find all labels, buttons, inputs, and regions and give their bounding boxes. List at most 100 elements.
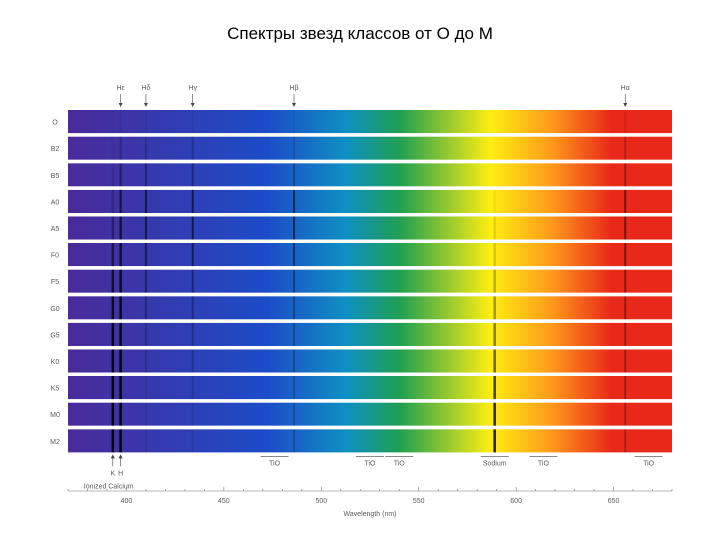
absorption-line bbox=[293, 269, 296, 293]
absorption-line bbox=[111, 376, 115, 400]
absorption-line bbox=[293, 322, 296, 346]
spectral-class-label: K0 bbox=[51, 359, 60, 366]
spectrum-row bbox=[68, 269, 672, 293]
absorption-line bbox=[111, 163, 115, 187]
spectrum-row bbox=[68, 189, 672, 213]
absorption-line bbox=[293, 349, 296, 373]
absorption-line bbox=[624, 243, 627, 267]
spectrum-rows bbox=[68, 110, 672, 453]
x-axis-title: Wavelength (nm) bbox=[343, 511, 396, 518]
absorption-line bbox=[144, 216, 147, 240]
x-tick-label: 400 bbox=[121, 498, 133, 505]
spectral-class-label: M2 bbox=[50, 439, 60, 446]
absorption-line bbox=[119, 296, 122, 320]
absorption-line bbox=[293, 110, 296, 134]
top-marker-label: Hε bbox=[117, 85, 125, 92]
absorption-line bbox=[144, 322, 147, 346]
spectrum-row bbox=[68, 110, 672, 134]
bottom-marker-label: K bbox=[110, 470, 115, 477]
absorption-line bbox=[112, 110, 115, 133]
x-tick-label: 500 bbox=[315, 498, 327, 505]
spectral-class-label: G5 bbox=[50, 332, 59, 339]
absorption-line bbox=[293, 136, 296, 160]
absorption-line bbox=[144, 269, 147, 293]
absorption-line bbox=[293, 376, 296, 400]
absorption-line bbox=[111, 402, 115, 426]
spectrum-row bbox=[68, 349, 672, 373]
x-tick-label: 450 bbox=[218, 498, 230, 505]
bottom-marker-label: TiO bbox=[538, 460, 550, 467]
absorption-line bbox=[111, 322, 115, 346]
absorption-line bbox=[119, 189, 122, 213]
absorption-line bbox=[493, 189, 496, 213]
spectrum-row bbox=[68, 429, 672, 453]
absorption-line bbox=[111, 216, 115, 240]
absorption-line bbox=[119, 136, 122, 160]
absorption-line bbox=[119, 322, 122, 346]
absorption-line bbox=[111, 429, 115, 453]
absorption-line bbox=[111, 349, 115, 373]
absorption-line bbox=[493, 243, 496, 267]
absorption-line bbox=[293, 243, 296, 267]
absorption-line bbox=[493, 429, 496, 453]
absorption-line bbox=[624, 269, 627, 293]
absorption-line bbox=[119, 349, 122, 373]
absorption-line bbox=[119, 269, 122, 293]
top-marker-label: Hδ bbox=[141, 85, 150, 92]
bottom-marker-arrowhead bbox=[110, 454, 115, 459]
absorption-line bbox=[624, 136, 627, 160]
bottom-marker-arrowhead bbox=[118, 454, 123, 459]
absorption-line bbox=[191, 189, 194, 213]
absorption-line bbox=[624, 216, 627, 240]
absorption-line bbox=[144, 136, 147, 160]
spectrum-row bbox=[68, 402, 672, 426]
absorption-line bbox=[144, 402, 147, 426]
absorption-line bbox=[624, 429, 627, 453]
absorption-line bbox=[119, 376, 122, 400]
top-marker-arrowhead bbox=[190, 103, 195, 107]
x-tick-label: 600 bbox=[510, 498, 522, 505]
absorption-line bbox=[493, 322, 496, 346]
absorption-line bbox=[293, 216, 296, 240]
absorption-line bbox=[119, 163, 122, 187]
absorption-line bbox=[493, 296, 496, 320]
absorption-line bbox=[119, 216, 122, 240]
absorption-line bbox=[191, 163, 194, 187]
absorption-line bbox=[493, 402, 496, 426]
slide-title: Спектры звезд классов от О до М bbox=[227, 24, 493, 43]
spectrum-row bbox=[68, 163, 672, 187]
top-marker-label: Hβ bbox=[289, 85, 298, 92]
bottom-marker-label: TiO bbox=[364, 460, 376, 467]
top-marker-arrowhead bbox=[118, 103, 123, 107]
absorption-line bbox=[293, 402, 296, 426]
absorption-line bbox=[493, 216, 496, 240]
bottom-marker-label: H bbox=[118, 470, 123, 477]
absorption-line bbox=[144, 163, 147, 187]
absorption-line bbox=[624, 110, 627, 134]
absorption-line bbox=[624, 376, 627, 400]
absorption-line bbox=[111, 296, 115, 320]
absorption-line bbox=[624, 189, 627, 213]
spectrum-row bbox=[68, 322, 672, 346]
absorption-line bbox=[624, 296, 627, 320]
absorption-line bbox=[191, 402, 194, 426]
absorption-line bbox=[191, 296, 194, 320]
spectral-class-label: F5 bbox=[51, 279, 59, 286]
absorption-line bbox=[119, 110, 122, 134]
absorption-line bbox=[624, 322, 627, 346]
spectral-class-label: B2 bbox=[51, 146, 60, 153]
bottom-marker-label: Sodium bbox=[483, 460, 507, 467]
absorption-line bbox=[119, 216, 122, 240]
absorption-line bbox=[493, 269, 496, 293]
absorption-line bbox=[144, 110, 147, 134]
absorption-line bbox=[191, 269, 194, 293]
absorption-line bbox=[144, 189, 147, 213]
spectrum-row bbox=[68, 136, 672, 160]
absorption-line bbox=[624, 349, 627, 373]
top-marker-label: Hα bbox=[621, 85, 630, 92]
spectrum-row bbox=[68, 296, 672, 320]
bottom-marker-label: TiO bbox=[269, 460, 281, 467]
absorption-line bbox=[191, 136, 194, 160]
absorption-line bbox=[191, 243, 194, 267]
